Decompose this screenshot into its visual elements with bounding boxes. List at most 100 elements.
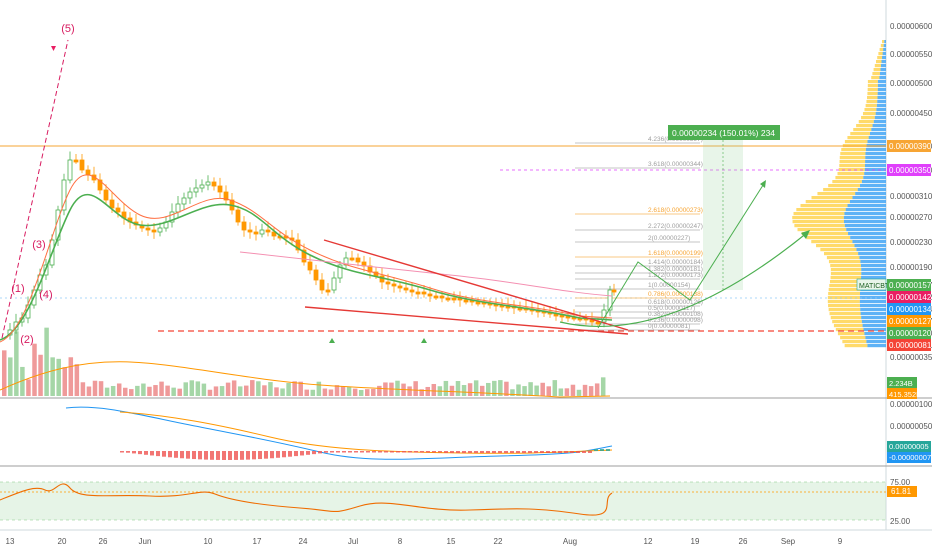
volume-bar <box>110 385 116 396</box>
macd-histogram-bar <box>246 451 250 460</box>
price-tick-label: 0.00000230 <box>890 238 932 247</box>
vp-bar-up <box>875 112 886 116</box>
candle-body <box>193 187 199 193</box>
vp-bar-down <box>882 40 885 44</box>
volume-bar <box>165 385 170 396</box>
wave-label: (4) <box>39 289 52 301</box>
macd-histogram-bar <box>252 451 256 460</box>
candle-body <box>175 203 181 213</box>
vp-bar-down <box>801 232 849 236</box>
candle-body <box>157 227 163 233</box>
volume-bar <box>443 380 449 396</box>
vp-bar-down <box>828 184 860 188</box>
volume-bar <box>486 382 491 396</box>
price-badge <box>887 291 931 303</box>
wave-path <box>1 39 69 339</box>
vp-bar-down <box>828 304 860 308</box>
macd-histogram-bar <box>540 451 544 453</box>
volume-bar <box>92 380 98 396</box>
volume-bar <box>473 380 479 396</box>
vp-bar-up <box>860 264 886 268</box>
vp-bar-up <box>852 196 886 200</box>
vp-bar-down <box>797 228 847 232</box>
vp-bar-down <box>853 128 872 132</box>
macd-histogram-bar <box>588 451 592 453</box>
vp-bar-down <box>835 328 864 332</box>
vp-bar-up <box>843 216 886 220</box>
price-badge <box>887 339 931 351</box>
fib-level-label: 2(0.00000227) <box>648 235 690 242</box>
vp-bar-up <box>879 76 886 80</box>
projection-arrowhead <box>801 230 810 239</box>
price-badge-label: 0.00000081 <box>889 341 932 350</box>
vp-bar-up <box>856 248 886 252</box>
vp-bar-up <box>847 204 886 208</box>
volume-bars <box>0 327 611 398</box>
fib-level-label: 1.272(0.00000173) <box>648 272 703 279</box>
vp-bar-down <box>876 60 882 64</box>
vp-bar-down <box>828 288 861 292</box>
vp-bar-down <box>867 88 878 92</box>
vp-bar-down <box>844 344 868 348</box>
macd-histogram-bar <box>408 451 412 453</box>
volume-badge-label: 415.352M <box>889 390 922 399</box>
fib-level-label: 0.236(0.00000098) <box>648 317 703 324</box>
vp-bar-down <box>837 332 865 336</box>
vp-bar-up <box>855 192 886 196</box>
vp-bar-up <box>857 188 886 192</box>
fib-level-label: 1.382(0.00000181) <box>648 266 703 273</box>
volume-bar <box>413 381 418 396</box>
vp-bar-up <box>862 324 886 328</box>
vp-bar-down <box>827 300 860 304</box>
volume-bar <box>425 386 430 396</box>
time-tick-label: 24 <box>299 537 308 546</box>
ma-pink <box>239 251 613 297</box>
fib-level-label: 2.272(0.00000247) <box>648 223 703 230</box>
fib-level-label: 2.618(0.00000273) <box>648 207 703 214</box>
vp-bar-down <box>829 284 861 288</box>
volume-bar <box>244 385 249 396</box>
volume-bar <box>250 380 255 396</box>
vp-bar-down <box>793 212 845 216</box>
macd-histogram-bar <box>444 451 448 453</box>
volume-bar <box>141 383 146 396</box>
vp-bar-up <box>849 200 886 204</box>
volume-bar <box>492 380 497 396</box>
candle-body <box>445 297 451 301</box>
price-tick-label: 0.00000270 <box>890 213 932 222</box>
vp-bar-down <box>830 272 862 276</box>
vp-bar-down <box>878 52 883 56</box>
volume-bar <box>407 386 412 396</box>
wave-labels: (1) (2) (3) (4) (5) <box>1 23 427 346</box>
vp-bar-up <box>865 156 886 160</box>
vp-bar-up <box>867 344 886 348</box>
fib-level-label: 0.618(0.00000126) <box>648 299 703 306</box>
macd-histogram-bar <box>510 451 514 453</box>
candle-body <box>607 289 613 311</box>
volume-bar <box>8 357 13 396</box>
price-badge <box>887 303 931 315</box>
volume-bar <box>479 385 485 396</box>
macd-histogram-bar <box>486 451 490 453</box>
candle-body <box>397 285 403 289</box>
rsi-badge <box>887 486 917 497</box>
macd-histogram-bar <box>216 451 220 460</box>
candle-body <box>115 207 121 213</box>
time-tick-label: 15 <box>447 537 456 546</box>
macd-histogram-bar <box>330 451 334 453</box>
macd-histogram-bar <box>456 451 460 453</box>
macd-histogram-bar <box>132 451 136 454</box>
volume-bar <box>461 385 467 396</box>
vp-bar-up <box>880 68 886 72</box>
macd-histogram-bar <box>528 451 532 453</box>
vp-bar-up <box>846 228 886 232</box>
vp-bar-up <box>864 164 886 168</box>
vp-bar-up <box>859 300 886 304</box>
vp-bar-up <box>883 44 886 48</box>
macd-histogram-bar <box>384 451 388 453</box>
candle-body <box>61 179 67 211</box>
volume-bar <box>116 383 122 396</box>
candle-body <box>241 221 247 231</box>
vp-bar-up <box>879 72 886 76</box>
price-tick-label: 0.00000190 <box>890 263 932 272</box>
